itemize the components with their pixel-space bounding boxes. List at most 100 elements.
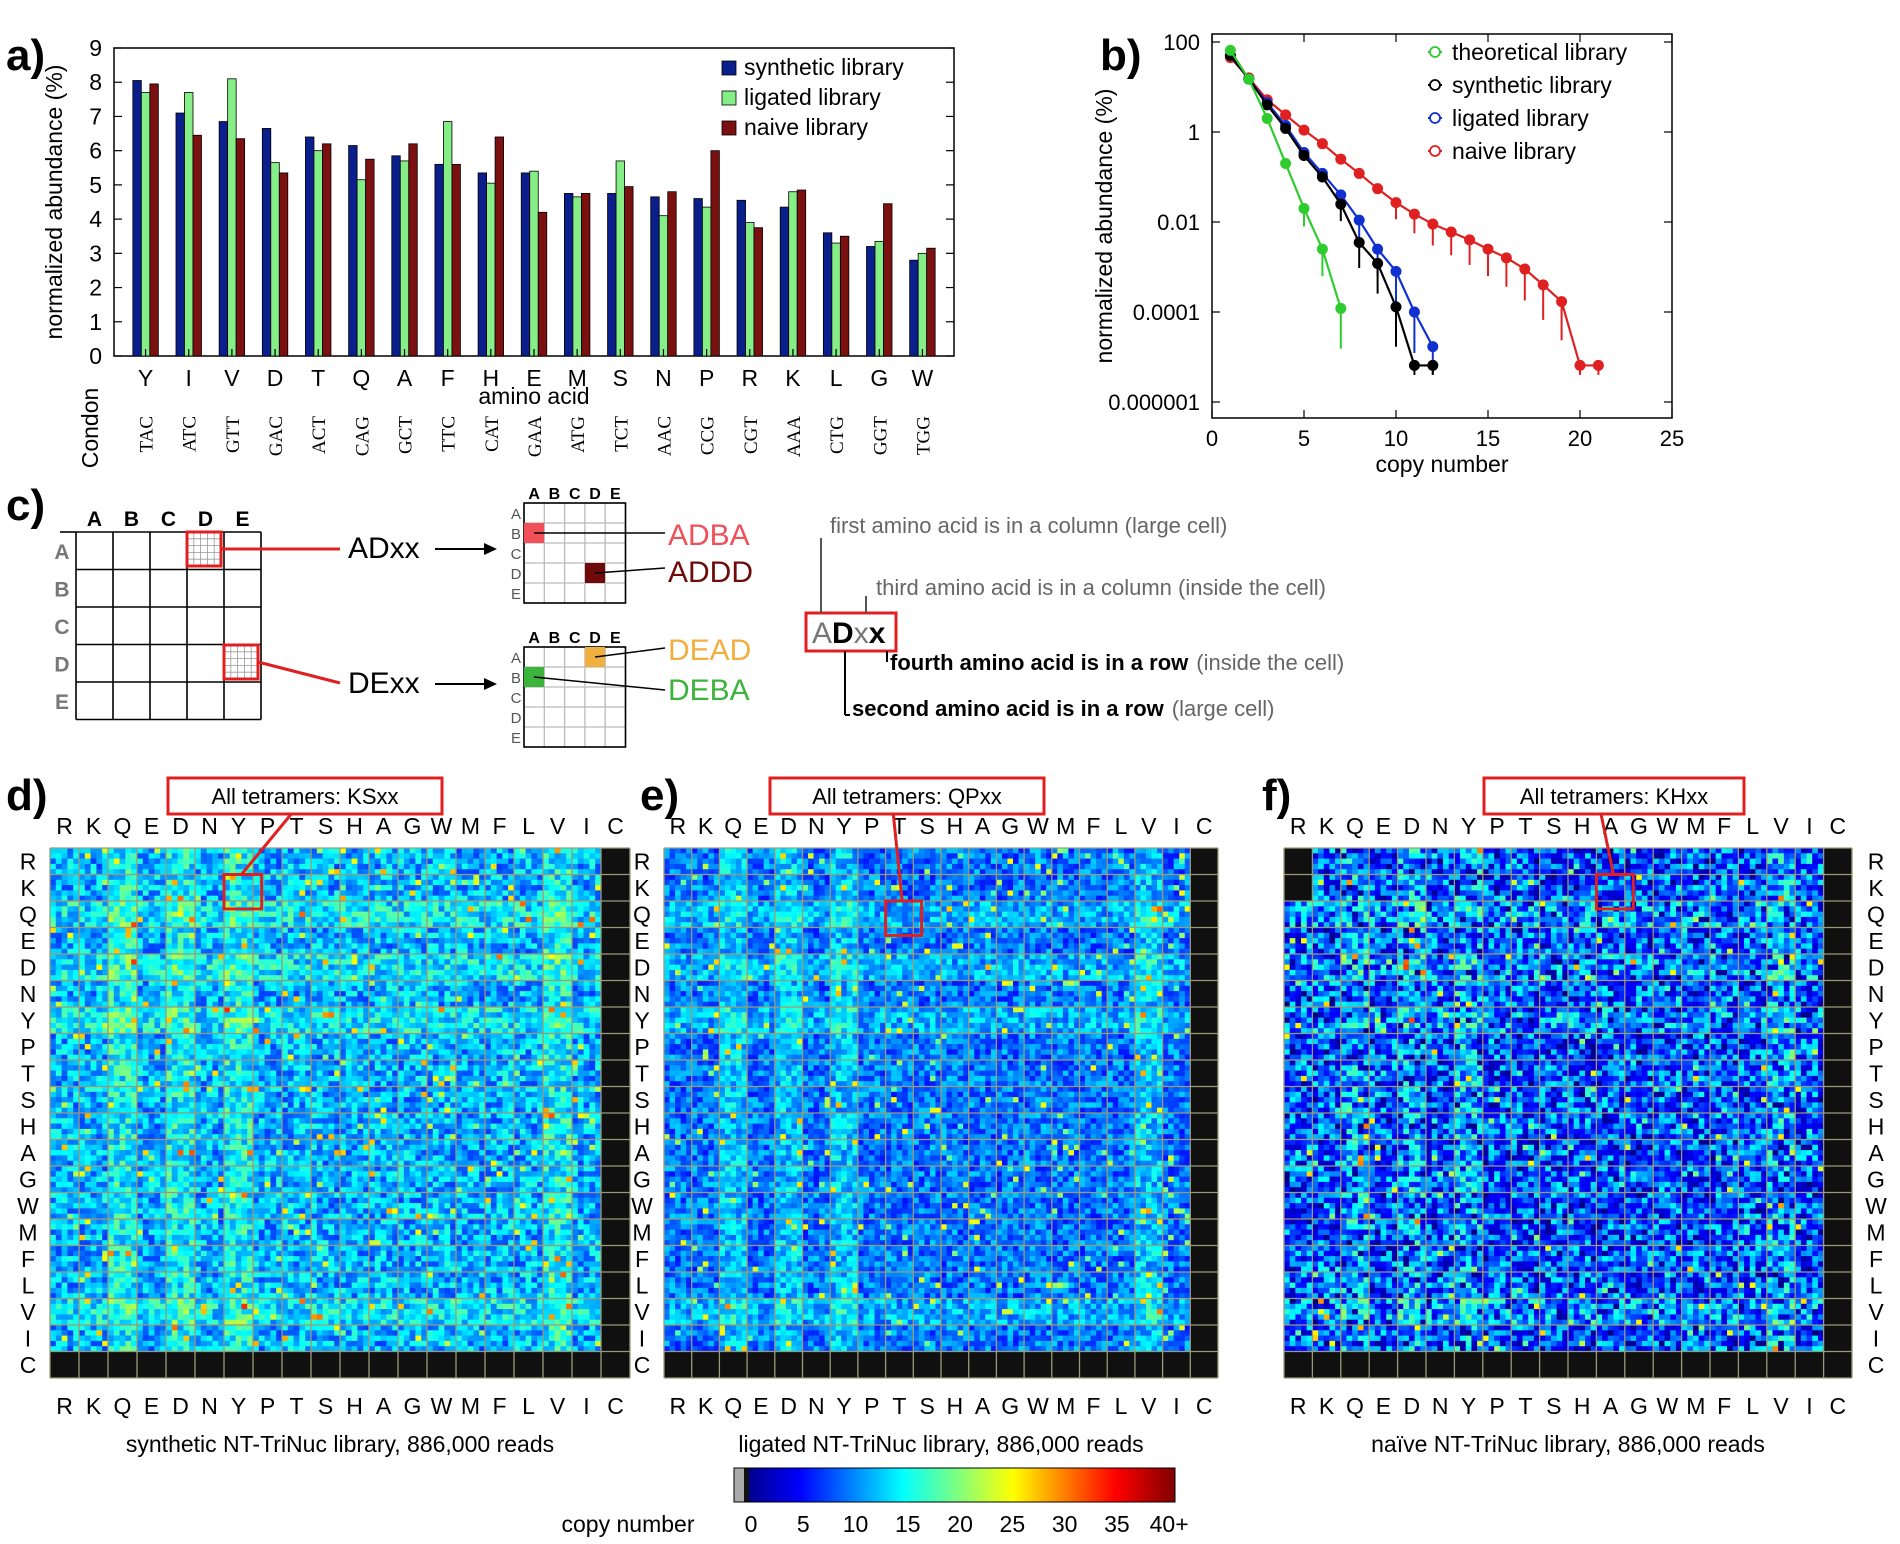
- heatmap-col-label-top: D: [172, 813, 189, 839]
- heatmap-col-label-bottom: V: [1773, 1393, 1789, 1419]
- heatmap-row-label: N: [634, 981, 651, 1007]
- heatmap-col-label-bottom: G: [404, 1393, 422, 1419]
- legend-marker-b: [1429, 112, 1441, 124]
- heatmap-row-label: G: [19, 1166, 37, 1192]
- bar-naive-T: [322, 143, 332, 357]
- bar-synthetic-N: [650, 196, 660, 357]
- data-point-naive: [1592, 359, 1604, 371]
- heatmap-col-label-bottom: H: [947, 1393, 964, 1419]
- heatmap-col-label-top: W: [1027, 813, 1049, 839]
- heatmap-highlight: [884, 899, 924, 937]
- data-point-naive: [1482, 243, 1494, 255]
- heatmap-col-label-top: T: [1518, 813, 1532, 839]
- panel-label-f: f): [1262, 771, 1291, 820]
- data-point-synthetic: [1427, 359, 1439, 371]
- heatmap-col-label-top: H: [947, 813, 964, 839]
- colorbar-tick-label: 0: [745, 1511, 758, 1537]
- heatmap-row-label: A: [634, 1140, 650, 1166]
- data-point-synthetic: [1353, 237, 1365, 249]
- y-tick-label-a: 7: [89, 103, 102, 129]
- panel-label-d: d): [6, 771, 48, 820]
- heatmap-col-label-top: W: [431, 813, 453, 839]
- explain-first: first amino acid is in a column (large c…: [830, 513, 1227, 538]
- heatmap-row-label: I: [1873, 1325, 1879, 1351]
- codon-label-Q: CAG: [352, 416, 373, 456]
- x-tick-label-b: 5: [1298, 426, 1310, 451]
- small-grid-row-label: E: [511, 730, 521, 747]
- heatmap-col-label-bottom: A: [975, 1393, 991, 1419]
- bar-naive-P: [710, 150, 720, 357]
- data-point-theoretical: [1335, 302, 1347, 314]
- heatmap-col-label-bottom: A: [376, 1393, 392, 1419]
- x-tick-label-a: N: [655, 365, 672, 391]
- x-tick-label-a: T: [311, 365, 325, 391]
- heatmap-col-label-top: L: [1746, 813, 1759, 839]
- heatmap-col-label-bottom: P: [864, 1393, 879, 1419]
- heatmap-col-label-top: G: [1630, 813, 1648, 839]
- bar-synthetic-G: [866, 246, 876, 357]
- heatmap-col-label-bottom: L: [522, 1393, 535, 1419]
- data-point-theoretical: [1316, 243, 1328, 255]
- heatmap-row-label: P: [1868, 1034, 1883, 1060]
- heatmap-col-label-bottom: L: [1746, 1393, 1759, 1419]
- series-line-ligated: [1229, 54, 1434, 348]
- heatmap-col-label-top: L: [522, 813, 535, 839]
- heatmap-col-label-top: A: [1603, 813, 1619, 839]
- heatmap-row-label: Y: [1868, 1007, 1883, 1033]
- data-point-theoretical: [1280, 157, 1292, 169]
- bar-naive-R: [753, 227, 763, 357]
- heatmap-col-label-top: S: [919, 813, 934, 839]
- bar-naive-V: [235, 138, 246, 357]
- heatmap-col-label-top: L: [1115, 813, 1128, 839]
- colorbar: copy number 0 5 10 15 20 25 30 35 40+: [562, 1467, 1189, 1537]
- heatmap-col-label-top: Y: [836, 813, 851, 839]
- codon-label-W: TGG: [913, 416, 934, 455]
- x-tick-label-b: 15: [1476, 426, 1500, 451]
- bar-naive-A: [408, 143, 418, 357]
- highlight-dexx: [222, 643, 260, 681]
- legend-marker-b: [1429, 46, 1441, 58]
- bar-synthetic-A: [391, 155, 401, 357]
- big-grid-row-label: C: [54, 616, 69, 639]
- heatmap-col-label-top: E: [144, 813, 159, 839]
- heatmap-row-label: R: [1868, 848, 1885, 874]
- callout-text: All tetramers: QPxx: [812, 784, 1001, 809]
- legend-marker-b: [1429, 145, 1441, 157]
- heatmap-col-label-bottom: W: [1657, 1393, 1679, 1419]
- heatmap-col-label-bottom: R: [1290, 1393, 1307, 1419]
- word-box: [804, 611, 898, 653]
- heatmap-col-label-bottom: N: [808, 1393, 825, 1419]
- heatmap-row-label: H: [1868, 1113, 1885, 1139]
- heatmap-row-label: D: [20, 954, 37, 980]
- bar-chart-a: normalized abundance (%) amino acid Cond…: [41, 35, 955, 469]
- heatmap-col-label-bottom: Y: [836, 1393, 851, 1419]
- heatmap-col-label-top: V: [1773, 813, 1789, 839]
- panel-label-b: b): [1100, 31, 1142, 80]
- x-tick-label-a: E: [526, 365, 541, 391]
- bar-synthetic-P: [693, 198, 703, 357]
- bar-ligated-P: [701, 206, 712, 357]
- heatmap-caption: naïve NT-TriNuc library, 886,000 reads: [1371, 1431, 1765, 1457]
- bar-ligated-Y: [140, 92, 151, 357]
- bar-naive-E: [537, 211, 548, 357]
- heatmap-col-label-bottom: I: [1806, 1393, 1812, 1419]
- colorbar-tick-label: 25: [1000, 1511, 1026, 1537]
- small-grid-row-label: B: [511, 526, 521, 543]
- heatmap-col-label-bottom: C: [1829, 1393, 1846, 1419]
- heatmap-col-label-top: D: [780, 813, 797, 839]
- codon-label-H: CAT: [482, 416, 503, 452]
- data-point-theoretical: [1243, 73, 1255, 85]
- callout-text: All tetramers: KHxx: [1520, 784, 1708, 809]
- small-grid-col-label: B: [549, 486, 561, 503]
- codon-label: Condon: [77, 388, 103, 469]
- heatmap-row-label: F: [21, 1246, 35, 1272]
- heatmap-row-label: K: [1868, 875, 1884, 901]
- heatmap-row-label: T: [21, 1060, 35, 1086]
- colorbar-tick-label: 20: [947, 1511, 973, 1537]
- heatmap-col-label-top: R: [56, 813, 73, 839]
- legend-label-b: synthetic library: [1452, 72, 1612, 98]
- heatmap-row-label: C: [634, 1352, 651, 1378]
- bar-naive-N: [667, 191, 677, 357]
- heatmap-caption: synthetic NT-TriNuc library, 886,000 rea…: [126, 1431, 554, 1457]
